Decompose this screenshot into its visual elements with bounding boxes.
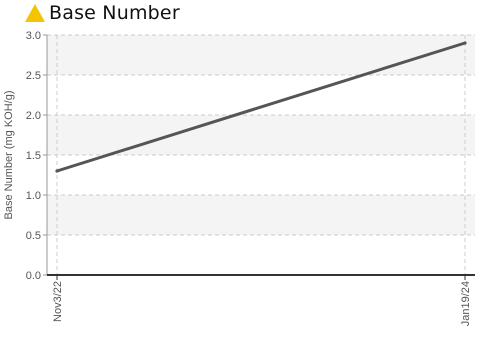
chart-title: Base Number [49,2,180,24]
plot-band [47,35,475,75]
y-axis-title: Base Number (mg KOH/g) [3,91,15,220]
series-line [55,41,467,173]
x-tick-label: Nov3/22 [52,281,64,322]
axes [43,34,475,280]
y-tick-label: 0.0 [26,270,41,282]
series-group [55,41,467,173]
x-tick-labels: Nov3/22 Jan19/24 [52,281,472,326]
data-point [55,169,59,173]
grid-lines [47,34,475,275]
chart-header: Base Number [24,1,180,25]
plot-bands [47,35,475,235]
plot-band [47,115,475,155]
x-tick-label: Jan19/24 [460,281,472,326]
y-tick-label: 1.5 [26,150,41,162]
y-tick-label: 2.0 [26,110,41,122]
plot-band [47,195,475,235]
warning-triangle-icon [25,4,45,22]
data-point [463,41,467,45]
y-tick-label: 1.0 [26,190,41,202]
y-tick-label: 0.5 [26,230,41,242]
y-tick-label: 2.5 [26,70,41,82]
y-tick-labels: 0.0 0.5 1.0 1.5 2.0 2.5 3.0 [26,30,41,282]
y-tick-label: 3.0 [26,30,41,42]
